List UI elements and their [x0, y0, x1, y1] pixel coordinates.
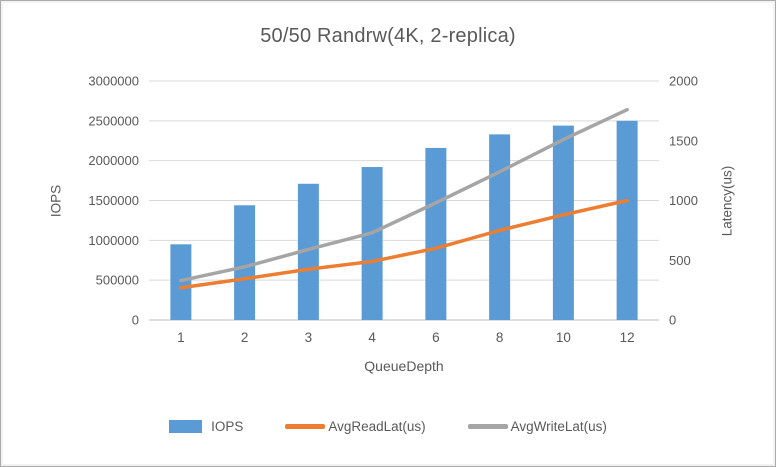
legend-item-readlat: AvgReadLat(us): [285, 419, 426, 434]
iops-bar: [552, 125, 574, 320]
x-axis-tick-label: 2: [241, 330, 249, 345]
left-axis-tick-label: 1500000: [88, 193, 139, 208]
x-axis-tick-label: 12: [620, 330, 635, 345]
x-axis-tick-label: 4: [368, 330, 376, 345]
iops-bar: [489, 134, 511, 320]
iops-bar: [297, 183, 319, 320]
writelat-line: [179, 107, 629, 283]
iops-bar: [616, 120, 638, 320]
right-axis-tick-label: 2000: [669, 74, 698, 89]
right-axis-tick-label: 1500: [669, 133, 698, 148]
legend-item-iops: IOPS: [169, 419, 243, 434]
left-axis-tick-label: 2500000: [88, 113, 139, 128]
left-axis-tick-label: 3000000: [88, 74, 139, 89]
left-axis-tick-label: 0: [132, 313, 139, 328]
right-axis-tick-label: 0: [669, 313, 676, 328]
x-axis-tick-label: 6: [432, 330, 440, 345]
readlat-line: [179, 198, 629, 290]
x-axis-tick-label: 1: [177, 330, 185, 345]
chart-title: 50/50 Randrw(4K, 2-replica): [260, 25, 516, 47]
y-axis-title-left: IOPS: [48, 184, 64, 218]
left-axis-tick-label: 1000000: [88, 233, 139, 248]
x-axis-tick-label: 3: [305, 330, 313, 345]
y-axis-title-right: Latency(us): [719, 165, 735, 237]
legend-label-writelat: AvgWriteLat(us): [510, 419, 607, 434]
x-axis-tick-label: 10: [556, 330, 571, 345]
iops-bar: [361, 167, 383, 320]
left-axis-tick-label: 500000: [96, 273, 139, 288]
right-axis-tick-label: 1000: [669, 193, 698, 208]
left-axis-tick-label: 2000000: [88, 153, 139, 168]
x-axis-tick-label: 8: [496, 330, 504, 345]
readlat-line-swatch: [285, 424, 326, 429]
legend: IOPS AvgReadLat(us) AvgWriteLat(us): [1, 419, 775, 434]
writelat-line-swatch: [467, 424, 508, 429]
iops-bar: [425, 147, 447, 320]
legend-label-iops: IOPS: [211, 419, 244, 434]
legend-item-writelat: AvgWriteLat(us): [467, 419, 607, 434]
iops-bar-swatch: [169, 420, 203, 433]
right-axis-tick-label: 500: [669, 253, 691, 268]
x-axis-title: QueueDepth: [364, 358, 444, 374]
legend-label-readlat: AvgReadLat(us): [328, 419, 426, 434]
iops-bar: [234, 205, 256, 320]
